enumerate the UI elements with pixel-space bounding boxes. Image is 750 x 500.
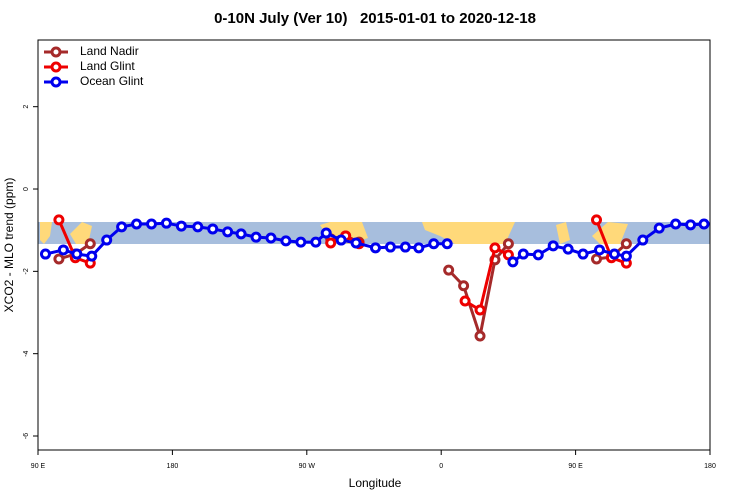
point — [86, 250, 98, 262]
point — [145, 218, 157, 230]
point — [207, 223, 219, 235]
point — [547, 240, 559, 252]
point — [620, 250, 632, 262]
point — [620, 238, 632, 250]
land — [40, 222, 52, 244]
legend-label: Ocean Glint — [80, 74, 144, 88]
x-tick-label: 180 — [167, 463, 179, 470]
point — [413, 242, 425, 254]
point — [608, 248, 620, 260]
chart-title: 0-10N July (Ver 10) 2015-01-01 to 2020-1… — [214, 10, 536, 27]
x-tick-label: 90 W — [299, 463, 316, 470]
point — [653, 222, 665, 234]
point — [310, 236, 322, 248]
point — [53, 214, 65, 226]
plot-frame — [37, 39, 711, 451]
point — [222, 226, 234, 238]
point — [84, 238, 96, 250]
point — [591, 253, 603, 265]
point — [39, 248, 51, 260]
point — [325, 237, 337, 249]
land — [422, 222, 515, 244]
point — [685, 219, 697, 231]
point — [295, 236, 307, 248]
x-tick-label: 90 E — [31, 463, 46, 470]
point — [593, 244, 605, 256]
land — [556, 222, 570, 244]
point — [698, 218, 710, 230]
point — [532, 249, 544, 261]
y-tick-label: -4 — [23, 350, 30, 356]
point — [250, 231, 262, 243]
point — [591, 214, 603, 226]
y-tick-label: 0 — [23, 187, 30, 191]
point — [577, 248, 589, 260]
point — [53, 253, 65, 265]
point — [265, 232, 277, 244]
point — [670, 218, 682, 230]
y-axis-label: XCO2 - MLO trend (ppm) — [2, 178, 16, 313]
point — [175, 220, 187, 232]
y-tick-label: 2 — [23, 105, 30, 109]
land — [592, 222, 628, 244]
legend-label: Land Glint — [80, 59, 135, 73]
point — [335, 234, 347, 246]
x-axis-label: Longitude — [349, 476, 402, 490]
y-tick-label: -2 — [23, 268, 30, 274]
point — [384, 241, 396, 253]
x-tick-label: 180 — [704, 463, 716, 470]
point — [235, 228, 247, 240]
point — [399, 241, 411, 253]
point — [459, 295, 471, 307]
point — [320, 227, 332, 239]
point — [474, 304, 486, 316]
legend-marker — [50, 46, 62, 58]
point — [517, 248, 529, 260]
point — [71, 248, 83, 260]
point — [101, 234, 113, 246]
legend-marker — [50, 61, 62, 73]
point — [192, 221, 204, 233]
point — [441, 238, 453, 250]
point — [428, 238, 440, 250]
point — [350, 237, 362, 249]
land — [70, 222, 92, 244]
legend-marker — [50, 76, 62, 88]
point — [160, 217, 172, 229]
point — [562, 243, 574, 255]
point — [443, 264, 455, 276]
point — [280, 235, 292, 247]
point — [507, 256, 519, 268]
point — [116, 221, 128, 233]
point — [502, 238, 514, 250]
point — [474, 330, 486, 342]
point — [57, 244, 69, 256]
point — [489, 242, 501, 254]
x-tick-label: 90 E — [568, 463, 583, 470]
legend-label: Land Nadir — [80, 44, 139, 58]
point — [369, 242, 381, 254]
point — [131, 218, 143, 230]
point — [637, 234, 649, 246]
point — [458, 280, 470, 292]
x-tick-label: 0 — [439, 463, 443, 470]
y-tick-label: -6 — [23, 433, 30, 439]
